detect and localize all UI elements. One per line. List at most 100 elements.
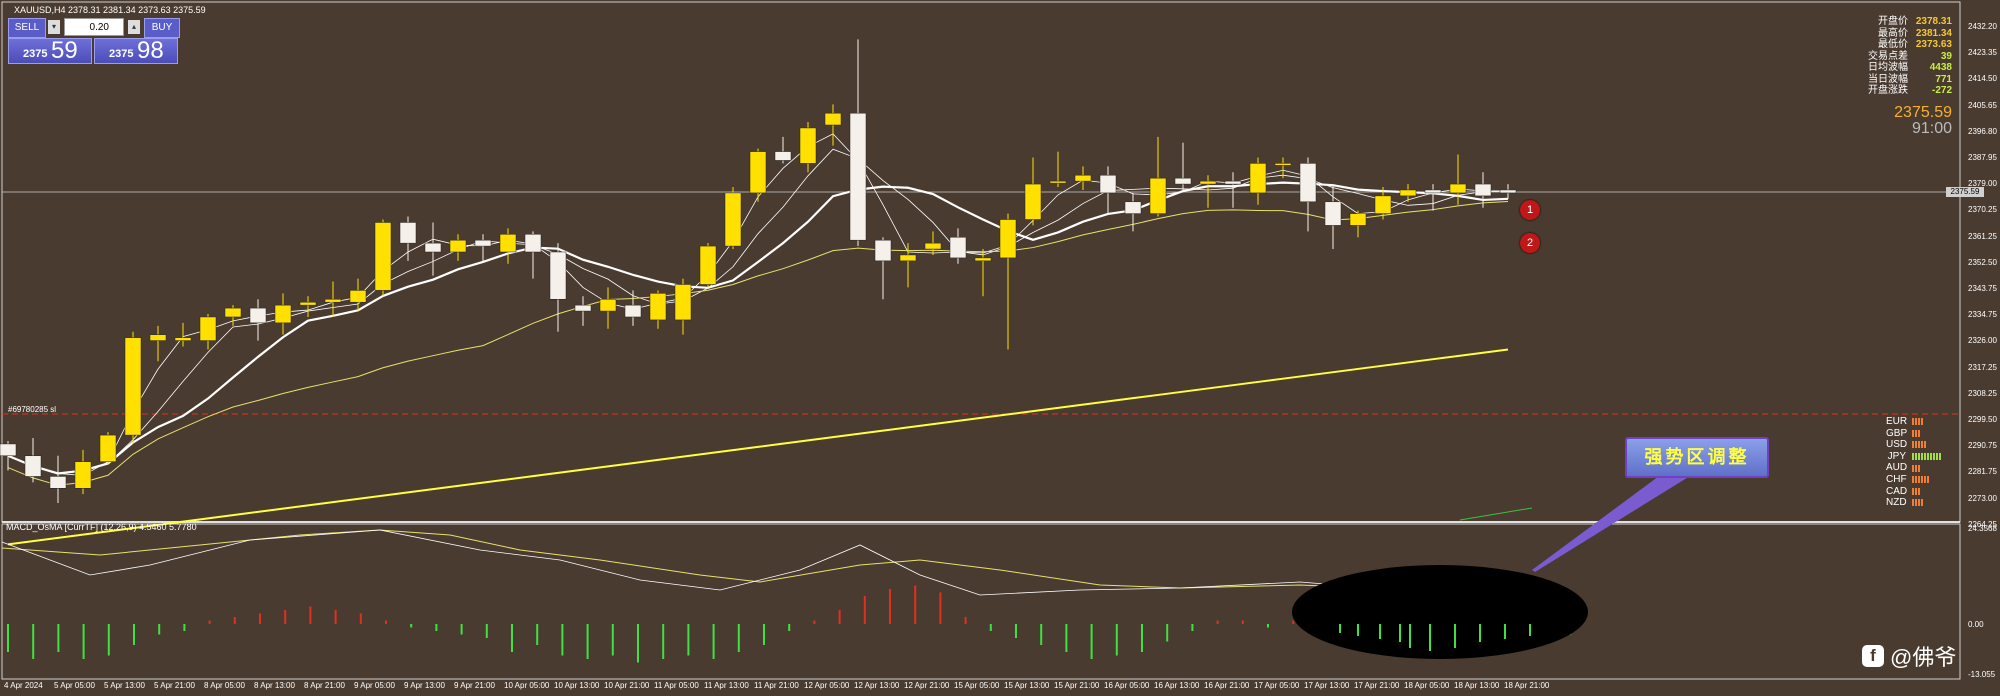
bull-candle: [124, 337, 142, 436]
macd-indicator-label: MACD_OsMA [CurrTF] (12,26,9) 4.5460 5.77…: [6, 522, 197, 532]
strength-bar: [1912, 453, 1914, 461]
time-tick: 8 Apr 21:00: [304, 681, 345, 690]
time-tick: 17 Apr 13:00: [1304, 681, 1350, 690]
price-tick: 2326.00: [1968, 336, 1997, 346]
strength-bar: [1912, 464, 1914, 472]
bull-candle: [224, 307, 242, 318]
price-tick: 2414.50: [1968, 74, 1997, 84]
currency-name: CHF: [1886, 473, 1907, 485]
stop-loss-label: #69780285 sl: [8, 405, 57, 414]
currency-name: GBP: [1886, 427, 1908, 439]
buy-button[interactable]: BUY: [144, 18, 180, 38]
strength-bar: [1924, 453, 1926, 461]
price-tick: 2432.20: [1968, 22, 1997, 31]
bear-candle: [1474, 183, 1492, 197]
strength-bar: [1933, 453, 1935, 461]
bull-candle: [649, 293, 667, 321]
currency-row: NZD: [1886, 497, 1946, 509]
info-value: 771: [1935, 73, 1952, 85]
info-value: 2381.34: [1915, 27, 1952, 39]
bull-candle: [349, 290, 367, 303]
bull-candle: [149, 334, 167, 341]
price-tick: 2396.80: [1968, 126, 1997, 136]
strength-bar: [1918, 487, 1920, 495]
info-row: 交易点差 39: [1832, 51, 1952, 63]
price-tick: 2281.75: [1968, 467, 1997, 477]
price-tick: 2387.95: [1968, 153, 1997, 162]
strength-bar: [1921, 418, 1923, 426]
info-key: 当日波幅: [1868, 73, 1908, 85]
bull-candle: [749, 151, 767, 194]
info-key: 开盘价: [1878, 16, 1908, 27]
price-tick: 2308.25: [1968, 388, 1997, 398]
time-tick: 16 Apr 05:00: [1104, 681, 1150, 690]
currency-row: EUR: [1886, 416, 1946, 428]
bull-candle: [924, 242, 942, 250]
strength-bar: [1915, 418, 1917, 426]
price-tick: 2370.25: [1968, 205, 1997, 215]
watermark: f @佛爷: [1862, 640, 1956, 672]
time-tick: 10 Apr 21:00: [604, 681, 650, 690]
time-tick: 11 Apr 21:00: [754, 681, 799, 690]
currency-row: CAD: [1886, 486, 1946, 498]
price-tick: 2343.75: [1968, 284, 1997, 293]
time-tick: 18 Apr 13:00: [1454, 681, 1500, 690]
info-row: 日均波幅 4438: [1832, 62, 1952, 74]
strength-bar: [1915, 487, 1917, 495]
bull-candle: [74, 461, 92, 489]
bear-candle: [624, 304, 642, 318]
ma-yellow-slow: [7, 348, 1509, 546]
time-tick: 18 Apr 05:00: [1404, 681, 1450, 690]
strength-bar: [1918, 418, 1920, 426]
currency-strength-bars: [1912, 487, 1920, 495]
time-tick: 18 Apr 21:00: [1504, 681, 1550, 690]
bull-candle: [974, 257, 992, 262]
bull-candle: [1274, 163, 1292, 166]
bull-candle: [324, 298, 342, 303]
time-tick: 15 Apr 13:00: [1004, 681, 1050, 690]
bear-candle: [874, 239, 892, 262]
ma-white-thick: [7, 181, 1509, 475]
currency-strength-panel: EUR GBP USD JPY AUD CHF CAD NZD: [1886, 416, 1946, 509]
currency-name: AUD: [1886, 462, 1908, 474]
strength-bar: [1915, 429, 1917, 437]
sell-button[interactable]: SELL: [8, 18, 46, 38]
time-tick: 17 Apr 21:00: [1354, 681, 1400, 690]
strength-bar: [1927, 476, 1929, 484]
strength-bar: [1939, 453, 1941, 461]
strength-bar: [1918, 453, 1920, 461]
buy-price-prefix: 2375: [109, 48, 134, 60]
bear-candle: [1099, 174, 1117, 194]
price-tick: 2352.50: [1968, 257, 1997, 267]
strength-bar: [1912, 418, 1914, 426]
buy-price-box[interactable]: 2375 98: [94, 38, 178, 64]
strength-bar: [1915, 476, 1917, 484]
info-key: 最低价: [1878, 39, 1908, 50]
bear-candle: [1299, 163, 1317, 203]
callout-pointer: [1532, 468, 1690, 572]
info-value: 39: [1940, 50, 1952, 62]
bull-candle: [699, 245, 717, 285]
price-tick: 2334.75: [1968, 310, 1997, 320]
lot-decrease-arrow[interactable]: ▾: [48, 20, 60, 34]
buy-price-pips: 98: [137, 37, 164, 64]
bear-candle: [24, 455, 42, 477]
sell-price-pips: 59: [51, 37, 78, 64]
lot-size-input[interactable]: 0.20: [64, 18, 124, 36]
lot-increase-arrow[interactable]: ▴: [128, 20, 140, 34]
bull-candle: [599, 298, 617, 312]
bear-candle: [0, 443, 17, 457]
macd-tick: 24.3568: [1968, 524, 1997, 533]
bull-candle: [1349, 213, 1367, 226]
marker-1[interactable]: 1: [1520, 200, 1540, 220]
sell-price-box[interactable]: 2375 59: [8, 38, 92, 64]
time-tick: 15 Apr 05:00: [954, 681, 1000, 690]
time-tick: 5 Apr 21:00: [154, 681, 195, 690]
marker-2[interactable]: 2: [1520, 233, 1540, 253]
info-key: 交易点差: [1868, 50, 1908, 62]
macd-chart-border: [1, 523, 1961, 680]
strength-bar: [1915, 453, 1917, 461]
price-tick: 2423.35: [1968, 48, 1997, 58]
strength-bar: [1921, 453, 1923, 461]
